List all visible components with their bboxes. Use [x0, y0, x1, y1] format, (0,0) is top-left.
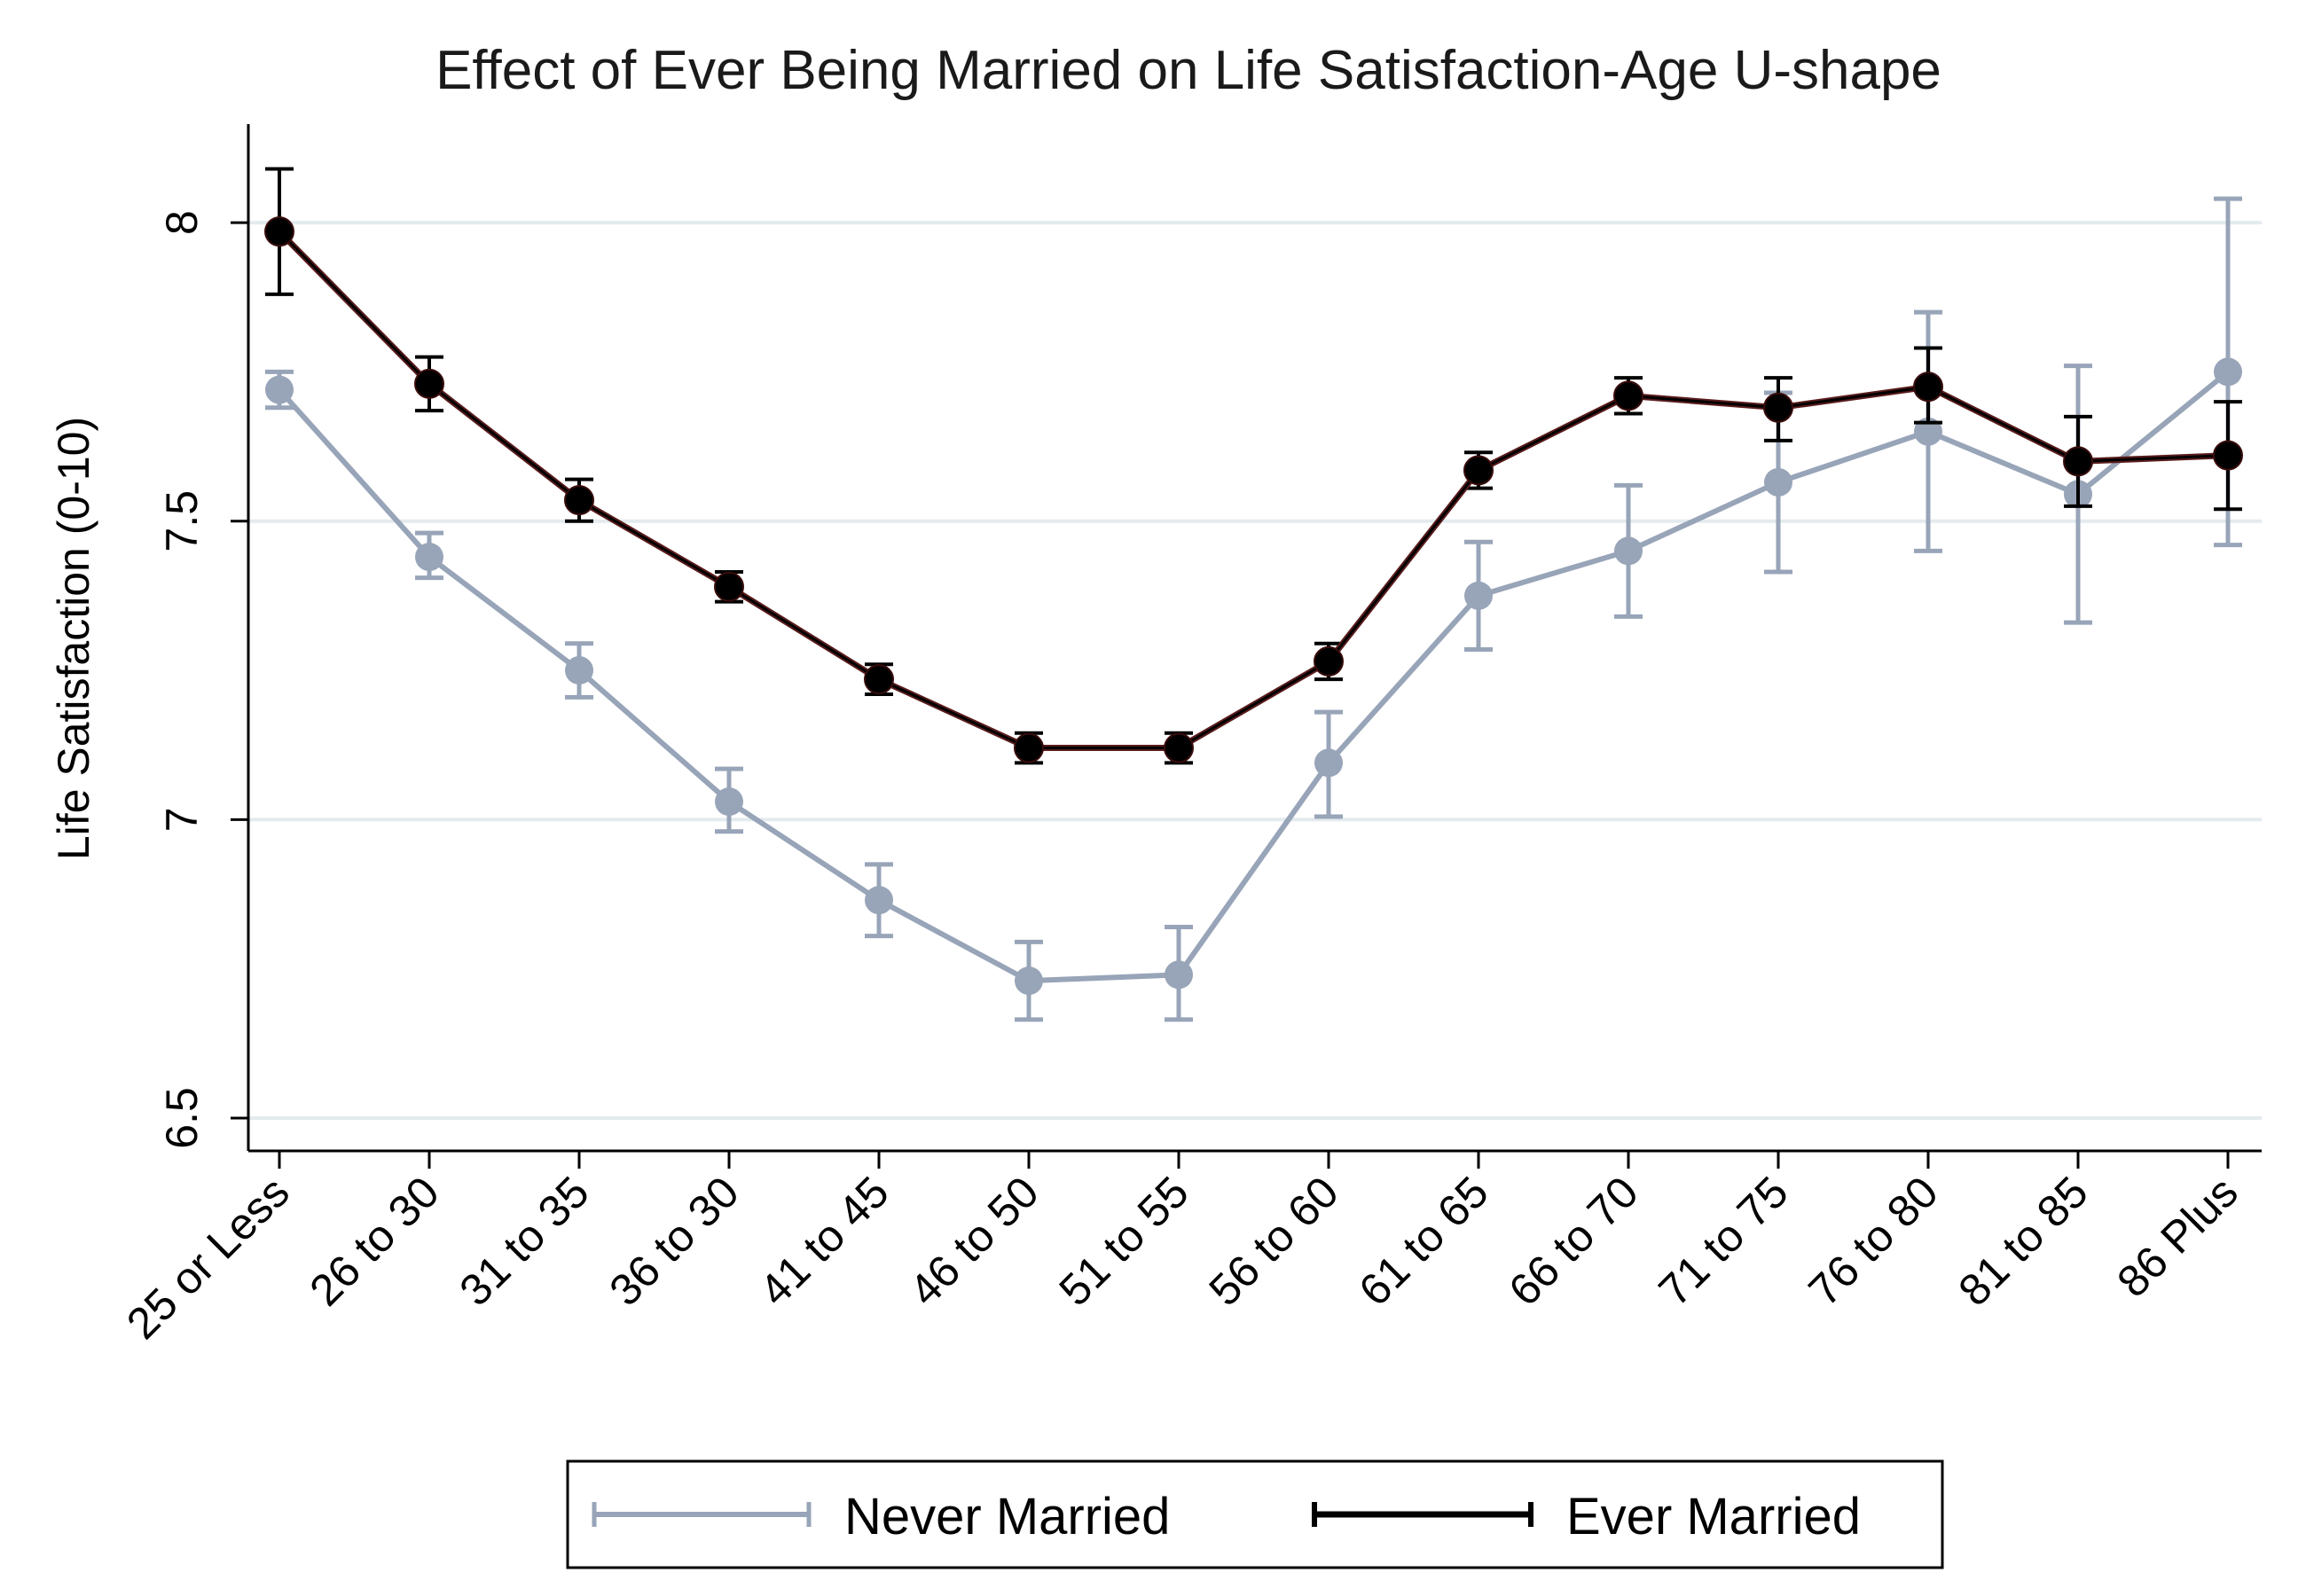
- point-never-married-31-to-35: [565, 656, 593, 685]
- y-tick-label-7-5: 7.5: [157, 490, 207, 552]
- point-never-married-71-to-75: [1764, 467, 1792, 497]
- point-never-married-66-to-70: [1614, 536, 1643, 566]
- x-tick-label-61-to-65: 61 to 65: [1349, 1167, 1497, 1315]
- x-tick-label-46-to-50: 46 to 50: [899, 1167, 1047, 1315]
- point-never-married-56-to-60: [1314, 748, 1343, 778]
- x-tick-label-25-or-less: 25 or Less: [117, 1167, 299, 1349]
- series-line-never-married: [277, 370, 2230, 984]
- point-ever-married-71-to-75: [1763, 392, 1793, 423]
- point-never-married-41-to-45: [865, 886, 893, 915]
- y-tick-label-6-5: 6.5: [157, 1087, 207, 1149]
- markers-ever-married: [264, 216, 2243, 763]
- series-ever-married: [264, 167, 2243, 765]
- point-ever-married-41-to-45: [864, 664, 894, 695]
- point-ever-married-26-to-30: [414, 368, 444, 399]
- x-tick-label-66-to-70: 66 to 70: [1499, 1167, 1647, 1315]
- y-tick-label-8: 8: [157, 210, 207, 235]
- series-line-ever-married: [278, 231, 2229, 750]
- point-ever-married-86-plus: [2213, 440, 2243, 471]
- markers-never-married: [265, 357, 2242, 996]
- point-never-married-25-or-less: [265, 375, 294, 404]
- point-ever-married-66-to-70: [1613, 380, 1643, 411]
- point-ever-married-51-to-55: [1164, 732, 1194, 763]
- x-tick-label-41-to-45: 41 to 45: [749, 1167, 898, 1315]
- x-tick-label-31-to-35: 31 to 35: [450, 1167, 598, 1315]
- point-ever-married-25-or-less: [264, 216, 294, 247]
- point-ever-married-56-to-60: [1314, 645, 1344, 677]
- point-never-married-76-to-80: [1914, 417, 1942, 446]
- point-never-married-26-to-30: [415, 543, 443, 572]
- point-ever-married-81-to-85: [2063, 446, 2093, 477]
- x-axis-ticks: 25 or Less 26 to 30 31 to 35 36 to 30 41 to …: [117, 1151, 2247, 1349]
- y-axis-ticks: 6.5 7 7.5 8: [157, 210, 248, 1149]
- x-tick-label-51-to-55: 51 to 55: [1049, 1167, 1197, 1315]
- point-never-married-51-to-55: [1165, 960, 1193, 990]
- legend-label-ever-married: Ever Married: [1566, 1488, 1861, 1545]
- legend-label-never-married: Never Married: [844, 1488, 1170, 1545]
- point-never-married-61-to-65: [1464, 581, 1493, 610]
- gridlines: [248, 221, 2262, 1120]
- series-layer: [264, 167, 2243, 1022]
- point-ever-married-61-to-65: [1463, 455, 1494, 486]
- axes: [247, 124, 2262, 1153]
- x-tick-label-26-to-30: 26 to 30: [300, 1167, 448, 1315]
- legend: Never Married Ever Married: [566, 1459, 1944, 1569]
- point-ever-married-36-to-30: [714, 571, 744, 602]
- chart-title: Effect of Ever Being Married on Life Sat…: [435, 40, 1941, 101]
- x-tick-label-86-plus: 86 Plus: [2107, 1167, 2247, 1307]
- point-never-married-36-to-30: [715, 787, 743, 817]
- legend-item-never-married: Never Married: [592, 1488, 1170, 1545]
- x-tick-label-81-to-85: 81 to 85: [1949, 1167, 2097, 1315]
- point-ever-married-31-to-35: [564, 485, 594, 516]
- y-tick-label-7: 7: [157, 807, 207, 832]
- series-never-married: [265, 196, 2242, 1022]
- x-tick-label-36-to-30: 36 to 30: [600, 1167, 748, 1315]
- point-never-married-46-to-50: [1015, 966, 1043, 996]
- error-bars-never-married: [265, 196, 2242, 1022]
- y-axis-label: Life Satisfaction (0-10): [49, 417, 98, 860]
- point-ever-married-46-to-50: [1014, 732, 1044, 763]
- x-tick-label-56-to-60: 56 to 60: [1199, 1167, 1347, 1315]
- point-never-married-86-plus: [2214, 357, 2242, 387]
- legend-item-ever-married: Ever Married: [1312, 1488, 1861, 1545]
- x-tick-label-76-to-80: 76 to 80: [1799, 1167, 1947, 1315]
- point-ever-married-76-to-80: [1913, 372, 1943, 403]
- error-bars-ever-married: [265, 167, 2242, 765]
- x-tick-label-71-to-75: 71 to 75: [1649, 1167, 1797, 1315]
